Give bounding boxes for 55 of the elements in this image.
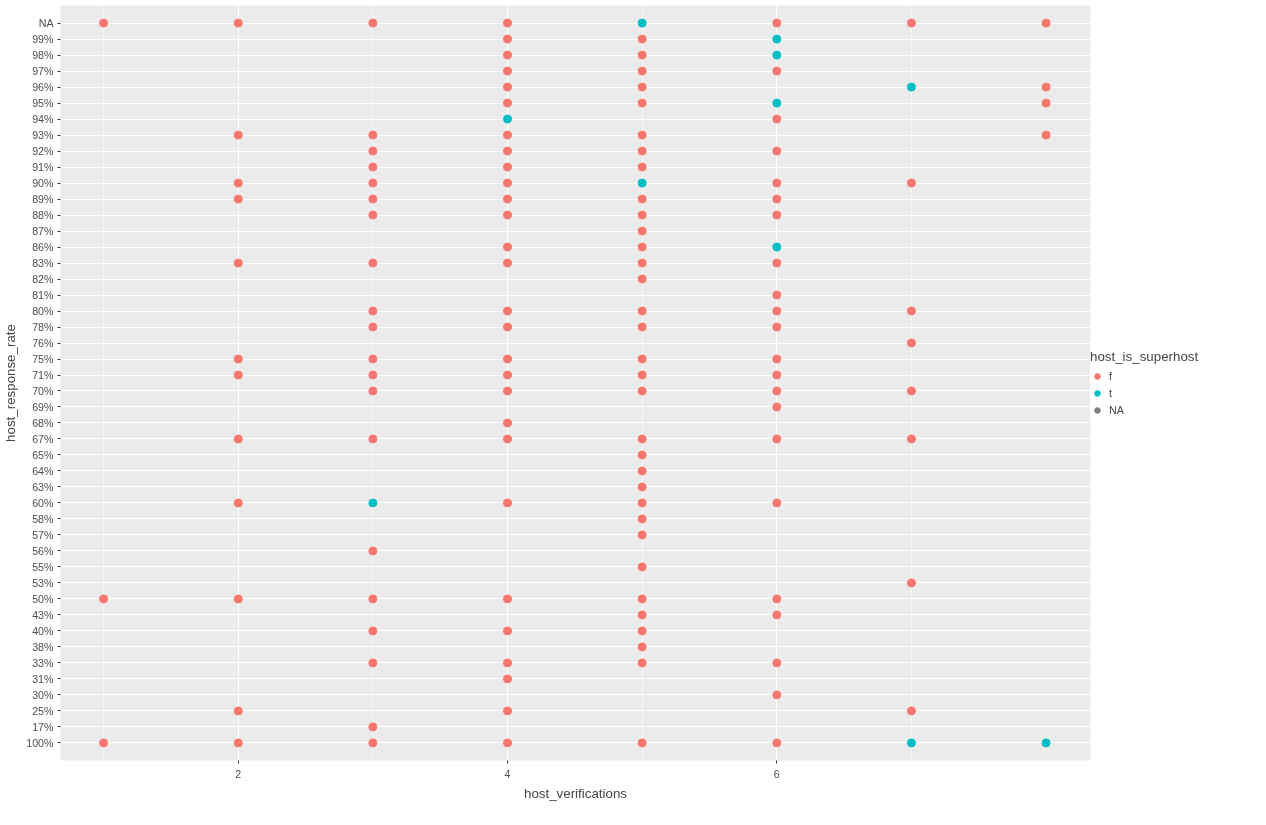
y-tick-label: 83% bbox=[32, 257, 55, 270]
y-tick-label: 93% bbox=[32, 129, 55, 142]
y-tick-label: 80% bbox=[32, 305, 55, 318]
y-tick-label: 99% bbox=[32, 33, 55, 46]
y-tick-label: 92% bbox=[32, 145, 55, 158]
y-tick-label: 64% bbox=[32, 464, 55, 477]
x-axis-title: host_verifications bbox=[524, 785, 628, 801]
x-tick-label: 6 bbox=[773, 767, 780, 780]
y-tick-label: 88% bbox=[32, 209, 55, 222]
y-tick-label: 57% bbox=[32, 528, 55, 541]
y-tick-label: 67% bbox=[32, 432, 55, 445]
legend-label: NA bbox=[1109, 403, 1125, 416]
y-tick-label: 96% bbox=[32, 81, 55, 94]
y-tick-label: 89% bbox=[32, 193, 55, 206]
y-tick-label: 25% bbox=[32, 704, 55, 717]
y-tick-label: 50% bbox=[32, 592, 55, 605]
y-tick-label: 81% bbox=[32, 289, 55, 302]
y-tick-label: 33% bbox=[32, 656, 55, 669]
y-tick-label: 71% bbox=[32, 369, 55, 381]
y-tick-label: 86% bbox=[32, 241, 55, 254]
legend-label: t bbox=[1109, 386, 1113, 399]
y-tick-label: 98% bbox=[32, 49, 55, 62]
y-tick-label: 69% bbox=[32, 400, 55, 413]
y-tick-label: 31% bbox=[32, 672, 55, 685]
y-tick-label: NA bbox=[38, 17, 55, 30]
y-tick-label: 56% bbox=[32, 544, 55, 557]
y-tick-label: 55% bbox=[32, 560, 55, 573]
y-tick-label: 60% bbox=[32, 496, 55, 509]
y-tick-label: 38% bbox=[32, 640, 55, 653]
y-tick-label: 58% bbox=[32, 512, 55, 525]
y-tick-label: 95% bbox=[32, 97, 55, 110]
y-tick-label: 78% bbox=[32, 321, 55, 334]
y-tick-label: 87% bbox=[32, 225, 55, 238]
x-tick-label: 2 bbox=[235, 767, 242, 780]
y-tick-label: 94% bbox=[32, 113, 55, 126]
y-axis-title: host_response_rate bbox=[3, 324, 19, 442]
legend-label: f bbox=[1109, 369, 1113, 382]
y-tick-label: 91% bbox=[32, 161, 55, 174]
y-tick-label: 70% bbox=[32, 385, 55, 397]
y-tick-label: 17% bbox=[32, 720, 55, 733]
y-tick-label: 82% bbox=[32, 273, 55, 286]
y-tick-label: 65% bbox=[32, 448, 55, 461]
legend-title: host_is_superhost bbox=[1090, 348, 1199, 364]
y-tick-label: 68% bbox=[32, 416, 55, 429]
y-tick-label: 63% bbox=[32, 480, 55, 493]
y-tick-label: 40% bbox=[32, 624, 55, 637]
x-tick-label: 4 bbox=[504, 767, 511, 780]
y-tick-label: 90% bbox=[32, 177, 55, 190]
y-tick-label: 76% bbox=[32, 337, 55, 350]
y-tick-label: 43% bbox=[32, 608, 55, 621]
y-tick-label: 97% bbox=[32, 65, 55, 78]
y-tick-label: 100% bbox=[26, 736, 55, 749]
y-tick-label: 30% bbox=[32, 688, 55, 701]
y-tick-label: 75% bbox=[32, 353, 55, 366]
y-tick-label: 53% bbox=[32, 576, 55, 589]
